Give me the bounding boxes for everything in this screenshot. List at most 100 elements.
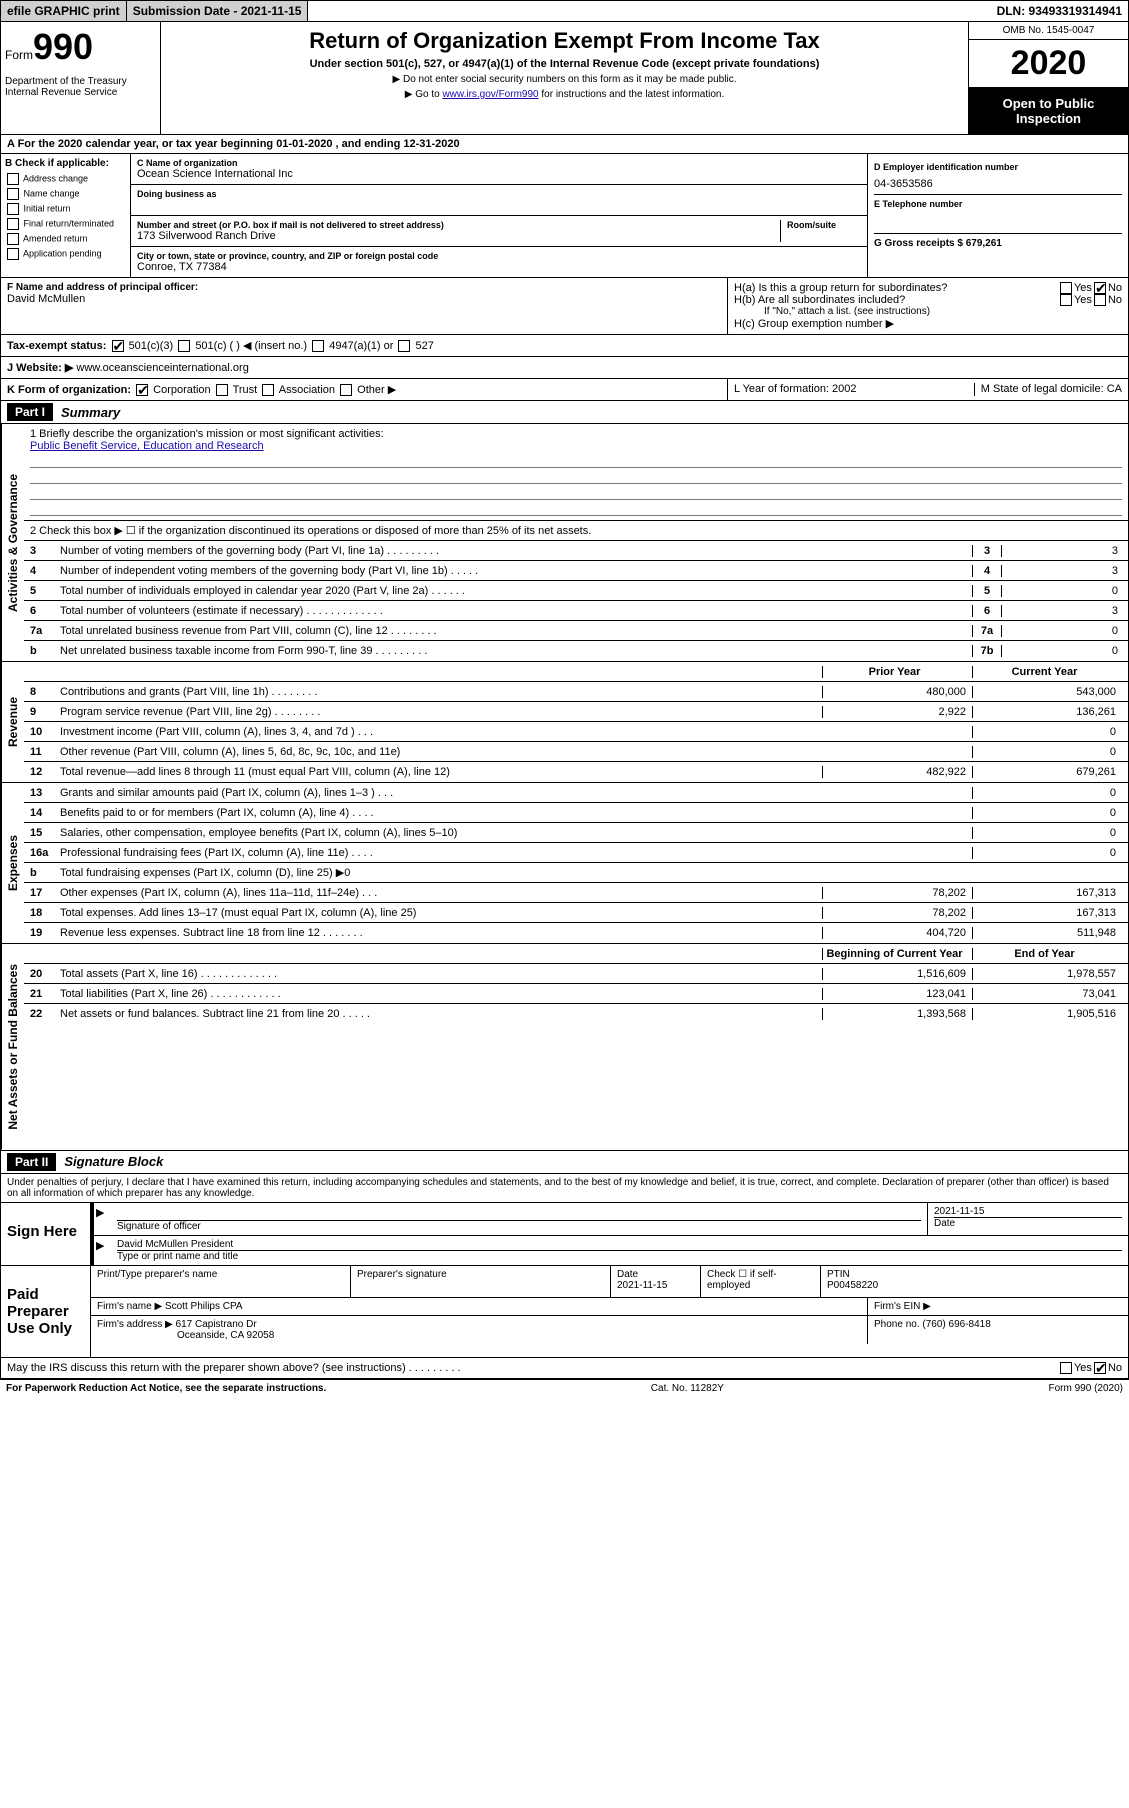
checkbox-name-change[interactable] — [7, 188, 19, 200]
checkbox-501c3[interactable] — [112, 340, 124, 352]
firm-addr-label: Firm's address ▶ — [97, 1319, 173, 1330]
cat-no: Cat. No. 11282Y — [651, 1383, 724, 1394]
summary-line: 21 Total liabilities (Part X, line 26) .… — [24, 984, 1128, 1004]
discuss-yes-checkbox[interactable] — [1060, 1362, 1072, 1374]
form-title: Return of Organization Exempt From Incom… — [167, 28, 962, 54]
form-subtitle: Under section 501(c), 527, or 4947(a)(1)… — [167, 58, 962, 70]
info-grid: B Check if applicable: Address change Na… — [0, 154, 1129, 278]
sig-arrow2-icon: ▶ — [91, 1236, 111, 1265]
paperwork-notice: For Paperwork Reduction Act Notice, see … — [6, 1383, 326, 1394]
form-header: Form990 Department of the Treasury Inter… — [0, 22, 1129, 135]
summary-line: 17 Other expenses (Part IX, column (A), … — [24, 883, 1128, 903]
part2-header: Part II — [7, 1153, 56, 1171]
q2-line: 2 Check this box ▶ ☐ if the organization… — [24, 521, 1128, 541]
summary-line: 22 Net assets or fund balances. Subtract… — [24, 1004, 1128, 1024]
org-name: Ocean Science International Inc — [137, 168, 861, 180]
ha-no-checkbox[interactable] — [1094, 282, 1106, 294]
part2-title: Signature Block — [64, 1154, 163, 1169]
col-d-ein: D Employer identification number 04-3653… — [868, 154, 1128, 277]
title-box: Return of Organization Exempt From Incom… — [161, 22, 968, 134]
form-word: Form — [5, 48, 33, 62]
omb-label: OMB No. 1545-0047 — [969, 22, 1128, 40]
summary-line: 18 Total expenses. Add lines 13–17 (must… — [24, 903, 1128, 923]
state-domicile: M State of legal domicile: CA — [975, 383, 1122, 396]
summary-line: 5 Total number of individuals employed i… — [24, 581, 1128, 601]
checkbox-final-return[interactable] — [7, 218, 19, 230]
sign-here-block: Sign Here ▶ Signature of officer 2021-11… — [0, 1203, 1129, 1266]
ha-yes-checkbox[interactable] — [1060, 282, 1072, 294]
submission-date-btn[interactable]: Submission Date - 2021-11-15 — [127, 1, 309, 21]
tax-year: 2020 — [969, 40, 1128, 88]
col-prior-header: Prior Year — [822, 666, 972, 678]
firm-ein-label: Firm's EIN ▶ — [868, 1298, 1128, 1315]
firm-name: Scott Philips CPA — [165, 1301, 243, 1312]
checkbox-corp[interactable] — [136, 384, 148, 396]
ein-label: D Employer identification number — [874, 162, 1122, 172]
checkbox-initial-return[interactable] — [7, 203, 19, 215]
col-b-checkboxes: B Check if applicable: Address change Na… — [1, 154, 131, 277]
hb-label: H(b) Are all subordinates included? — [734, 294, 1058, 306]
street-address: 173 Silverwood Ranch Drive — [137, 230, 774, 242]
sig-arrow-icon: ▶ — [91, 1203, 111, 1235]
summary-line: 13 Grants and similar amounts paid (Part… — [24, 783, 1128, 803]
summary-line: 14 Benefits paid to or for members (Part… — [24, 803, 1128, 823]
checkbox-amended[interactable] — [7, 233, 19, 245]
summary-line: 7a Total unrelated business revenue from… — [24, 621, 1128, 641]
checkbox-501c[interactable] — [178, 340, 190, 352]
side-netassets: Net Assets or Fund Balances — [1, 944, 24, 1150]
discuss-no-checkbox[interactable] — [1094, 1362, 1106, 1374]
mission-text[interactable]: Public Benefit Service, Education and Re… — [30, 440, 264, 452]
q1-label: 1 Briefly describe the organization's mi… — [30, 428, 1122, 440]
prep-sig-label: Preparer's signature — [357, 1269, 604, 1280]
row-f-h: F Name and address of principal officer:… — [0, 278, 1129, 335]
checkbox-assoc[interactable] — [262, 384, 274, 396]
year-formation: L Year of formation: 2002 — [734, 383, 975, 396]
ein-value: 04-3653586 — [874, 178, 1122, 190]
sig-date: 2021-11-15 — [934, 1206, 1122, 1217]
hc-label: H(c) Group exemption number ▶ — [734, 317, 1122, 330]
row-k-l-m: K Form of organization: Corporation Trus… — [0, 379, 1129, 401]
irs-link[interactable]: www.irs.gov/Form990 — [442, 89, 538, 100]
dept-label: Department of the Treasury Internal Reve… — [5, 76, 156, 98]
gross-receipts: G Gross receipts $ 679,261 — [874, 238, 1122, 249]
checkbox-trust[interactable] — [216, 384, 228, 396]
summary-line: 20 Total assets (Part X, line 16) . . . … — [24, 964, 1128, 984]
efile-btn[interactable]: efile GRAPHIC print — [1, 1, 127, 21]
f-label: F Name and address of principal officer: — [7, 282, 721, 293]
top-bar: efile GRAPHIC print Submission Date - 20… — [0, 0, 1129, 22]
ptin-label: PTIN — [827, 1269, 1122, 1280]
col-c-org-info: C Name of organization Ocean Science Int… — [131, 154, 868, 277]
summary-line: 8 Contributions and grants (Part VIII, l… — [24, 682, 1128, 702]
room-label: Room/suite — [787, 220, 861, 230]
phone-value: (760) 696-8418 — [922, 1319, 990, 1330]
date-label: Date — [934, 1217, 1122, 1229]
summary-line: 4 Number of independent voting members o… — [24, 561, 1128, 581]
hb-yes-checkbox[interactable] — [1060, 294, 1072, 306]
checkbox-address-change[interactable] — [7, 173, 19, 185]
prep-date: 2021-11-15 — [617, 1280, 694, 1291]
phone-label: Phone no. — [874, 1319, 920, 1330]
form-number: 990 — [33, 26, 93, 67]
summary-line: b Total fundraising expenses (Part IX, c… — [24, 863, 1128, 883]
addr-label: Number and street (or P.O. box if mail i… — [137, 220, 774, 230]
checkbox-4947[interactable] — [312, 340, 324, 352]
prep-name-label: Print/Type preparer's name — [97, 1269, 344, 1280]
summary-line: 16a Professional fundraising fees (Part … — [24, 843, 1128, 863]
dba-label: Doing business as — [137, 189, 861, 199]
summary-line: 11 Other revenue (Part VIII, column (A),… — [24, 742, 1128, 762]
hb-note: If "No," attach a list. (see instruction… — [734, 306, 1122, 317]
ha-label: H(a) Is this a group return for subordin… — [734, 282, 1058, 294]
hb-no-checkbox[interactable] — [1094, 294, 1106, 306]
discuss-row: May the IRS discuss this return with the… — [0, 1358, 1129, 1379]
checkbox-other[interactable] — [340, 384, 352, 396]
part1-title: Summary — [61, 405, 120, 420]
checkbox-527[interactable] — [398, 340, 410, 352]
website-row: J Website: ▶ www.oceanscienceinternation… — [0, 357, 1129, 379]
col-b-label: B Check if applicable: — [5, 158, 126, 169]
summary-line: 15 Salaries, other compensation, employe… — [24, 823, 1128, 843]
summary-line: 3 Number of voting members of the govern… — [24, 541, 1128, 561]
summary-line: 6 Total number of volunteers (estimate i… — [24, 601, 1128, 621]
dln-label: DLN: 93493319314941 — [991, 1, 1128, 21]
paid-preparer-block: Paid Preparer Use Only Print/Type prepar… — [0, 1266, 1129, 1358]
checkbox-app-pending[interactable] — [7, 248, 19, 260]
